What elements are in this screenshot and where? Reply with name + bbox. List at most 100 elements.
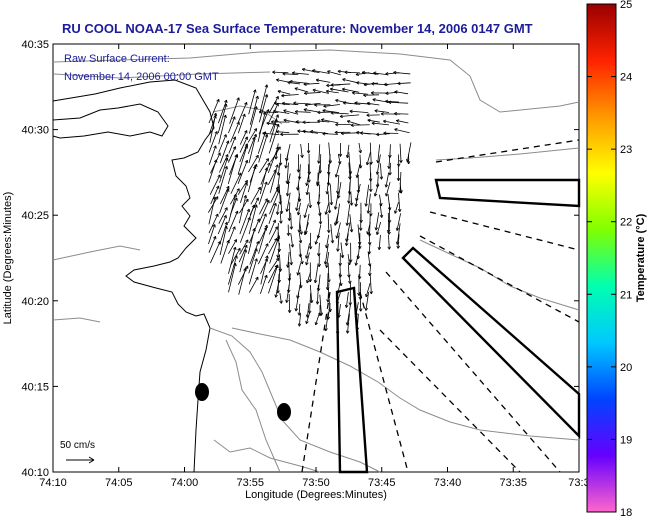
current-vector xyxy=(359,154,362,169)
current-vector-head xyxy=(236,97,240,101)
current-vector xyxy=(356,313,359,331)
current-vector-head xyxy=(280,132,284,137)
x-tick-label: 74:00 xyxy=(171,477,199,489)
current-vector xyxy=(267,169,277,185)
current-vector-head xyxy=(300,260,304,265)
current-vector xyxy=(363,82,379,86)
current-vector xyxy=(326,90,339,94)
current-vector xyxy=(348,152,352,175)
current-vector-head xyxy=(213,145,217,149)
current-vector xyxy=(248,154,259,173)
current-vector xyxy=(299,222,302,235)
current-vector-head xyxy=(323,104,327,108)
current-vector-head xyxy=(263,213,267,217)
current-vector-head xyxy=(394,128,398,132)
current-vector xyxy=(394,202,399,214)
current-vector xyxy=(268,124,279,154)
current-vector xyxy=(288,261,290,281)
current-vector xyxy=(342,102,361,105)
current-vector xyxy=(355,302,359,317)
current-vector xyxy=(338,273,342,286)
colorbar-tick-label: 24 xyxy=(620,72,632,84)
buoy-marker-east xyxy=(277,403,291,421)
current-vector-head xyxy=(272,70,276,74)
current-vector xyxy=(322,109,340,114)
current-vector xyxy=(295,293,300,312)
current-vector xyxy=(208,145,217,165)
current-vector-head xyxy=(266,121,270,126)
current-vector xyxy=(325,202,330,215)
current-vector-head xyxy=(313,279,318,284)
colorbar-ticks: 25 24 23 22 21 20 19 18 xyxy=(587,0,632,518)
current-vector-head xyxy=(342,78,346,82)
current-vector xyxy=(248,258,258,285)
current-vector xyxy=(346,222,351,242)
current-vector-head xyxy=(349,229,354,233)
current-vector-head xyxy=(253,89,257,93)
current-vector xyxy=(260,255,268,285)
current-vector-head xyxy=(235,210,239,215)
current-vector-head xyxy=(317,160,321,164)
current-vector-head xyxy=(314,103,318,107)
current-vector-head xyxy=(371,121,375,126)
current-vector-head xyxy=(385,91,389,96)
current-vector-head xyxy=(305,191,310,196)
current-vector-head xyxy=(242,113,246,118)
current-vector-head xyxy=(232,136,237,140)
current-vector xyxy=(298,303,301,316)
current-vector-head xyxy=(255,197,259,201)
legend-line-2: November 14, 2006 00:00 GMT xyxy=(64,71,219,83)
current-vector xyxy=(399,143,402,163)
current-vector-head xyxy=(256,241,260,245)
current-vector xyxy=(297,202,301,216)
current-vector-head xyxy=(255,154,259,159)
current-vector xyxy=(324,243,329,265)
current-vector xyxy=(350,192,353,206)
current-vector-head xyxy=(274,226,278,230)
current-vector-head xyxy=(365,161,370,166)
current-vector xyxy=(312,70,330,74)
current-vector xyxy=(312,89,329,94)
current-vector xyxy=(228,247,236,274)
current-vector xyxy=(208,236,216,253)
current-vector-head xyxy=(254,106,258,110)
current-vector xyxy=(268,257,280,273)
current-vector-head xyxy=(225,154,229,158)
current-vector xyxy=(285,152,289,169)
current-vector xyxy=(208,213,219,234)
current-vector xyxy=(394,91,409,95)
colorbar-tick-label: 20 xyxy=(620,362,632,374)
current-vector xyxy=(396,213,402,231)
current-vector xyxy=(227,255,238,285)
current-vector xyxy=(337,174,340,194)
current-vector-head xyxy=(373,71,377,75)
current-vector xyxy=(220,240,230,264)
current-vector-head xyxy=(349,202,354,206)
current-vector-head xyxy=(266,200,270,204)
current-vector xyxy=(277,204,279,215)
current-vector-head xyxy=(301,67,306,72)
current-vector xyxy=(304,222,309,236)
current-vector xyxy=(248,106,258,134)
current-vector-head xyxy=(341,87,346,92)
current-vector xyxy=(335,162,341,178)
current-vector xyxy=(247,228,255,254)
current-vector-head xyxy=(371,82,375,86)
current-vector xyxy=(248,134,257,164)
current-vector-head xyxy=(363,93,367,97)
current-vector-head xyxy=(308,246,313,250)
current-vector xyxy=(347,313,350,334)
current-vector xyxy=(276,79,290,83)
current-vector-head xyxy=(335,98,339,103)
current-vector xyxy=(208,196,216,225)
current-vector-head xyxy=(329,202,334,206)
current-vector-head xyxy=(379,214,384,218)
current-vector xyxy=(259,198,268,215)
current-vector-head xyxy=(361,70,366,75)
current-vector xyxy=(280,194,283,214)
current-vector xyxy=(319,154,322,174)
current-vector-head xyxy=(346,119,351,124)
current-vector xyxy=(399,182,402,194)
current-vector xyxy=(259,158,269,174)
current-vector xyxy=(228,263,236,293)
